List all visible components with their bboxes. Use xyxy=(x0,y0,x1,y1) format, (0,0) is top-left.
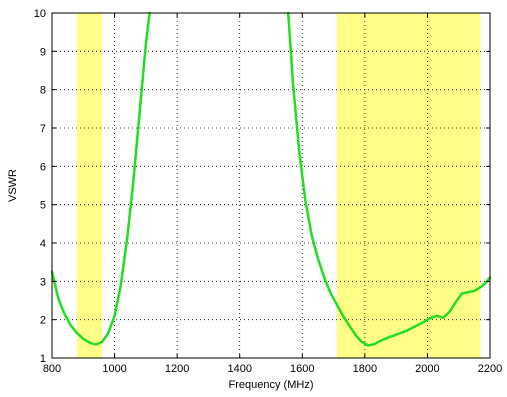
x-tick-label: 1600 xyxy=(290,363,314,375)
y-tick-label: 5 xyxy=(40,200,46,212)
x-tick-label: 1200 xyxy=(165,363,189,375)
y-tick-label: 1 xyxy=(40,353,46,365)
x-tick-label: 1000 xyxy=(102,363,126,375)
y-tick-label: 7 xyxy=(40,123,46,135)
y-tick-label: 9 xyxy=(40,46,46,58)
y-tick-label: 4 xyxy=(40,238,46,250)
y-axis-label: VSWR xyxy=(7,169,19,202)
y-tick-label: 3 xyxy=(40,276,46,288)
x-tick-label: 1400 xyxy=(227,363,251,375)
shaded-band xyxy=(77,13,102,358)
x-tick-label: 2200 xyxy=(478,363,502,375)
y-tick-label: 6 xyxy=(40,161,46,173)
shaded-band xyxy=(337,13,481,358)
x-axis-label: Frequency (MHz) xyxy=(229,379,314,391)
x-tick-label: 2000 xyxy=(415,363,439,375)
y-tick-label: 2 xyxy=(40,315,46,327)
y-tick-label: 10 xyxy=(34,8,46,20)
x-tick-label: 1800 xyxy=(353,363,377,375)
y-tick-label: 8 xyxy=(40,85,46,97)
